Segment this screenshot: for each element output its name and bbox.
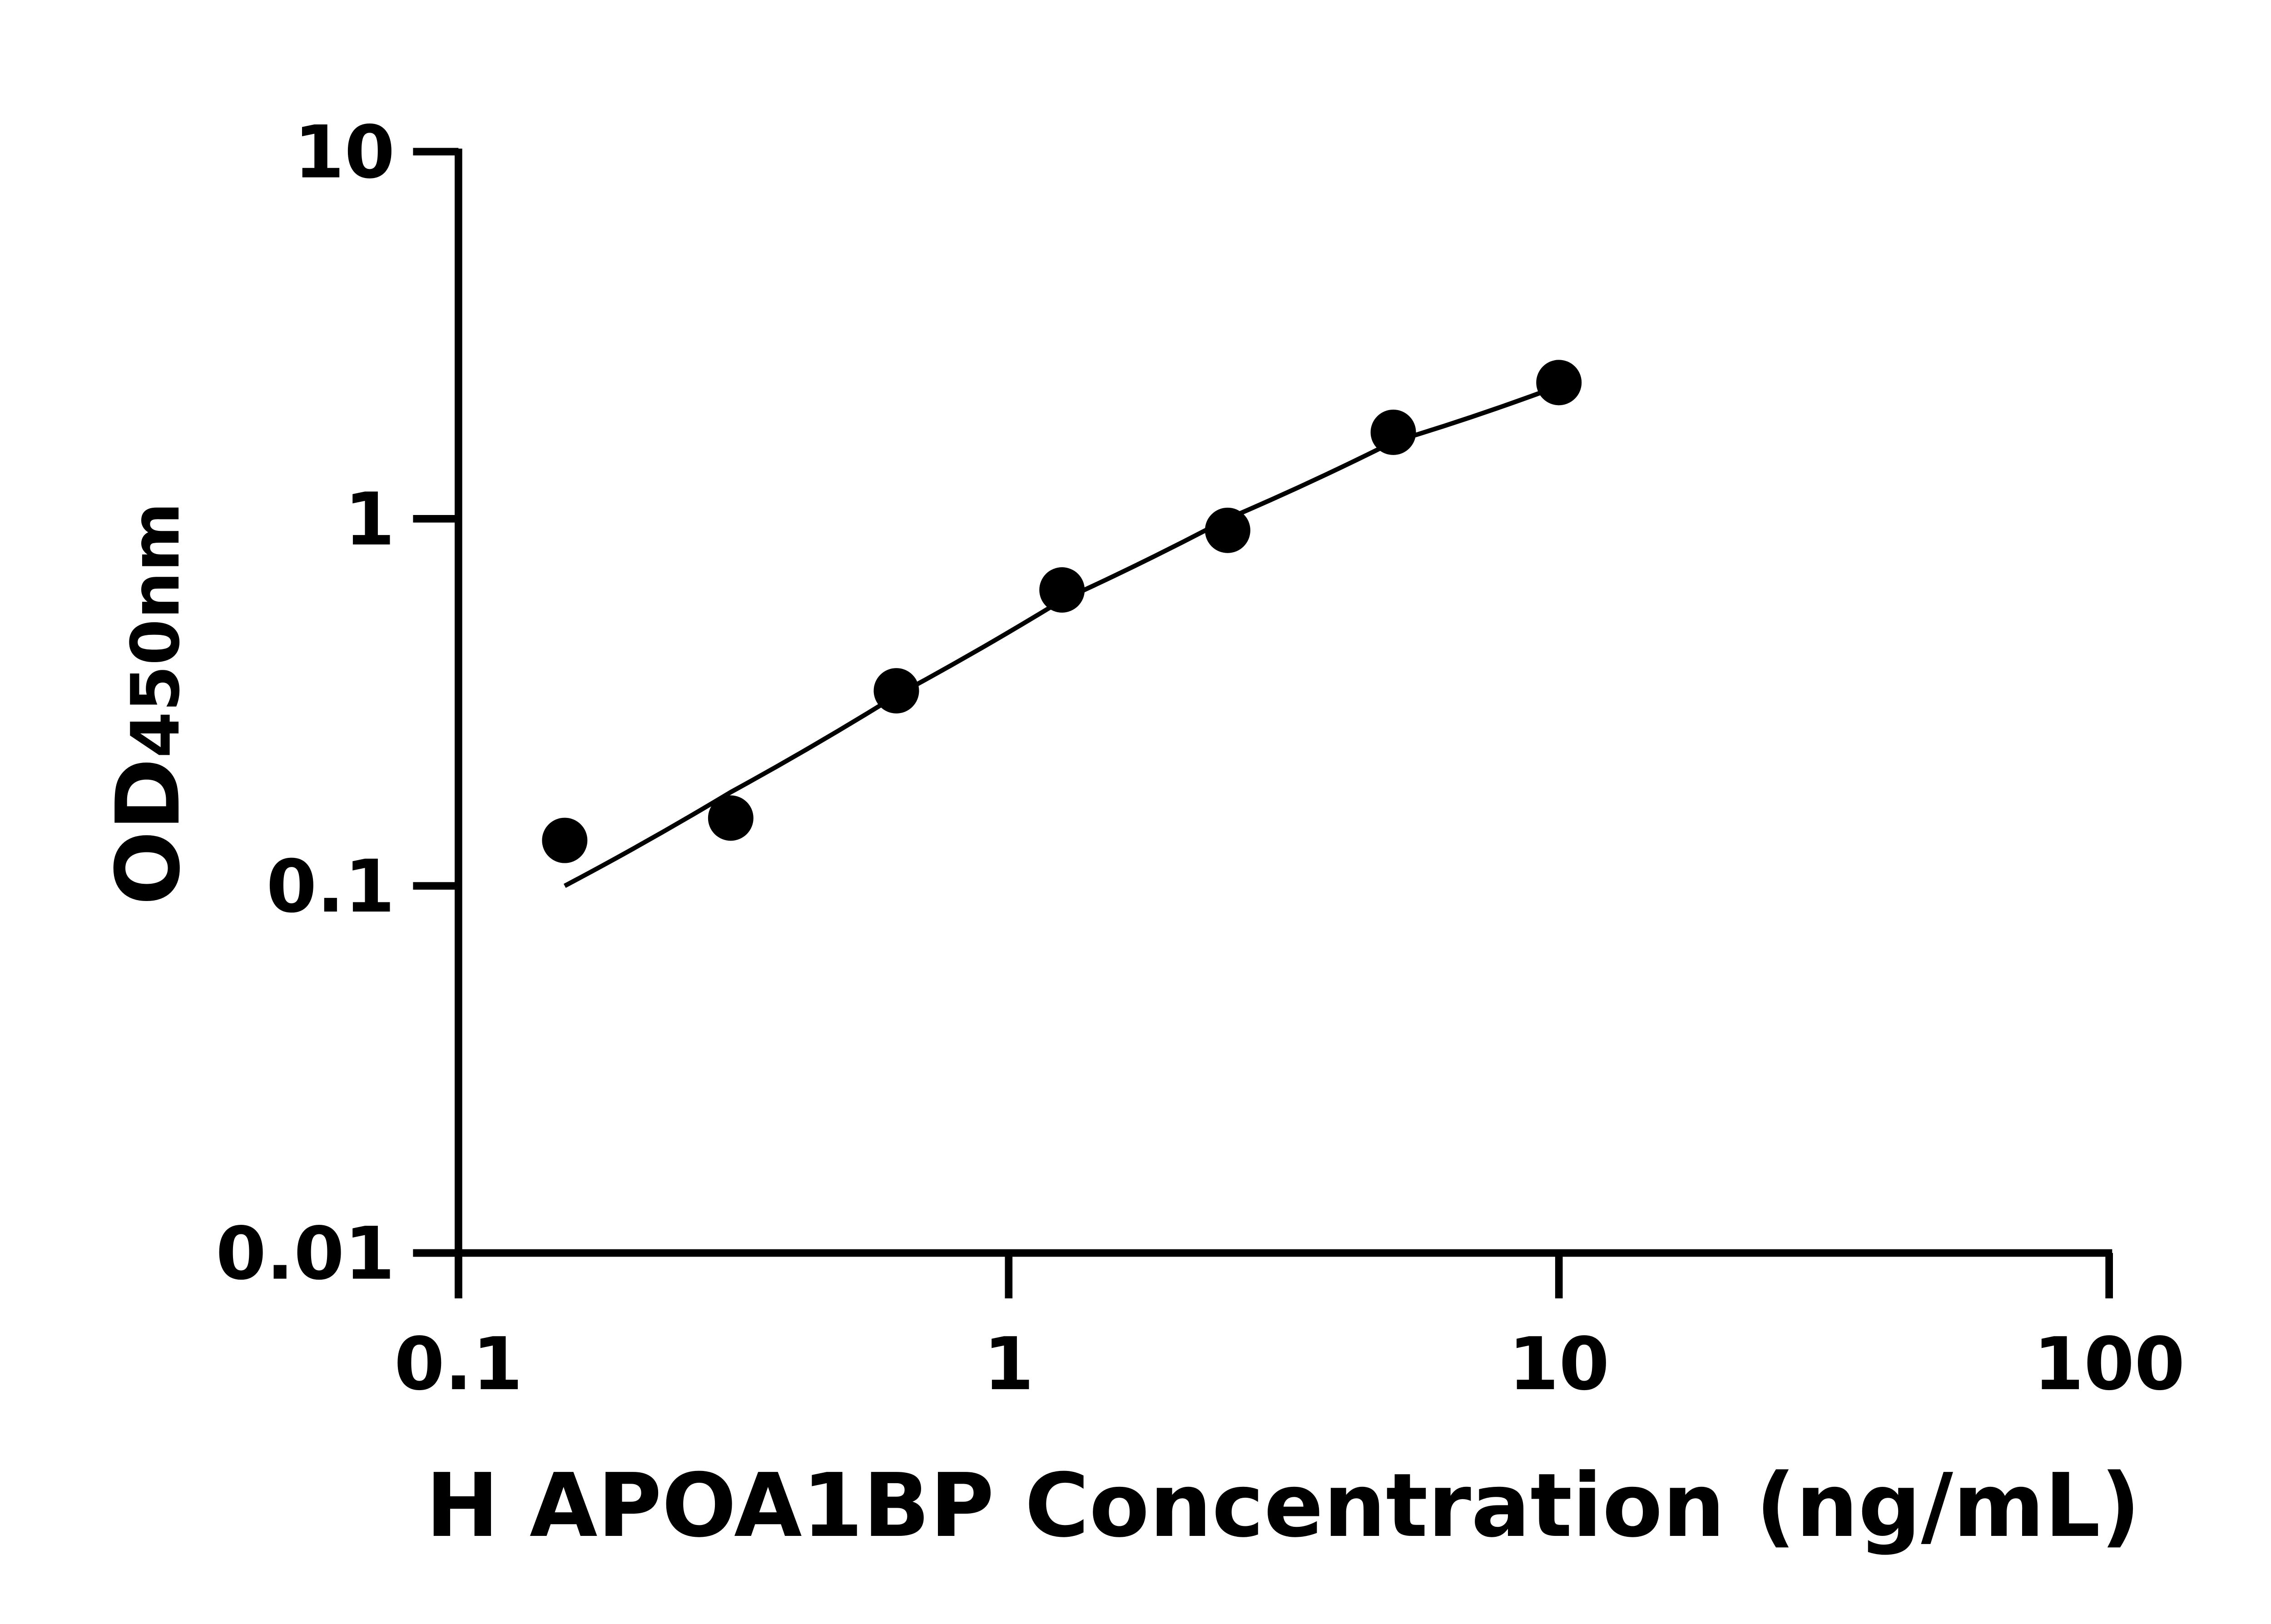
data-point (1205, 507, 1250, 553)
data-point (873, 668, 919, 714)
y-axis-label-main: OD (97, 758, 199, 906)
y-tick-label: 0.01 (216, 1212, 395, 1296)
y-tick-label: 0.1 (266, 844, 395, 929)
axes: 0.1 1 10 100 0.01 0.1 1 10 (216, 110, 2185, 1406)
y-axis-label: OD450nm (97, 502, 199, 906)
x-tick-label: 100 (2033, 1322, 2185, 1406)
data-point (1370, 409, 1416, 455)
data-points (542, 360, 1582, 863)
y-axis-label-sub: 450nm (117, 502, 194, 758)
data-point (1039, 567, 1085, 613)
x-tick-label: 1 (983, 1322, 1034, 1406)
y-tick-label: 10 (294, 110, 395, 195)
y-tick-label: 1 (344, 477, 395, 562)
x-axis-label: H APOA1BP Concentration (ng/mL) (426, 1455, 2141, 1557)
data-point (542, 817, 588, 863)
data-point (1536, 360, 1582, 406)
x-tick-label: 0.1 (394, 1322, 523, 1406)
data-point (708, 795, 754, 841)
x-tick-label: 10 (1508, 1322, 1609, 1406)
